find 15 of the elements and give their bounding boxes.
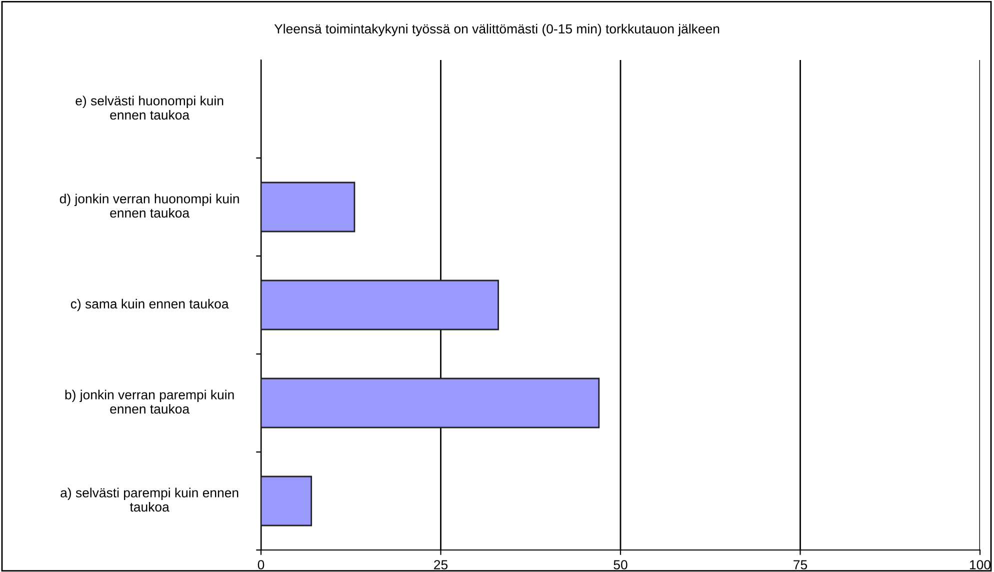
x-tick-label: 50 [614,560,628,570]
bar [261,182,356,232]
x-tick-label: 100 [970,560,990,570]
bar [261,280,499,330]
bar [261,378,600,428]
chart-title: Yleensä toimintakykyni työssä on välittömästi (0-15 min) torkkutauon jälkeen [274,24,720,36]
bar [261,476,312,526]
y-tick-label: d) jonkin verran huonompi kuin ennen taukoa [60,194,239,218]
x-tick-label: 75 [794,560,808,570]
y-tick-label: b) jonkin verran parempi kuin ennen taukoa [65,390,234,414]
y-tick-label: e) selvästi huonompi kuin ennen taukoa [76,96,224,120]
x-tick-label: 0 [258,560,264,570]
x-tick-label: 25 [434,560,448,570]
y-tick-label: a) selvästi parempi kuin ennen taukoa [60,488,238,512]
y-tick-label: c) sama kuin ennen taukoa [70,298,229,312]
